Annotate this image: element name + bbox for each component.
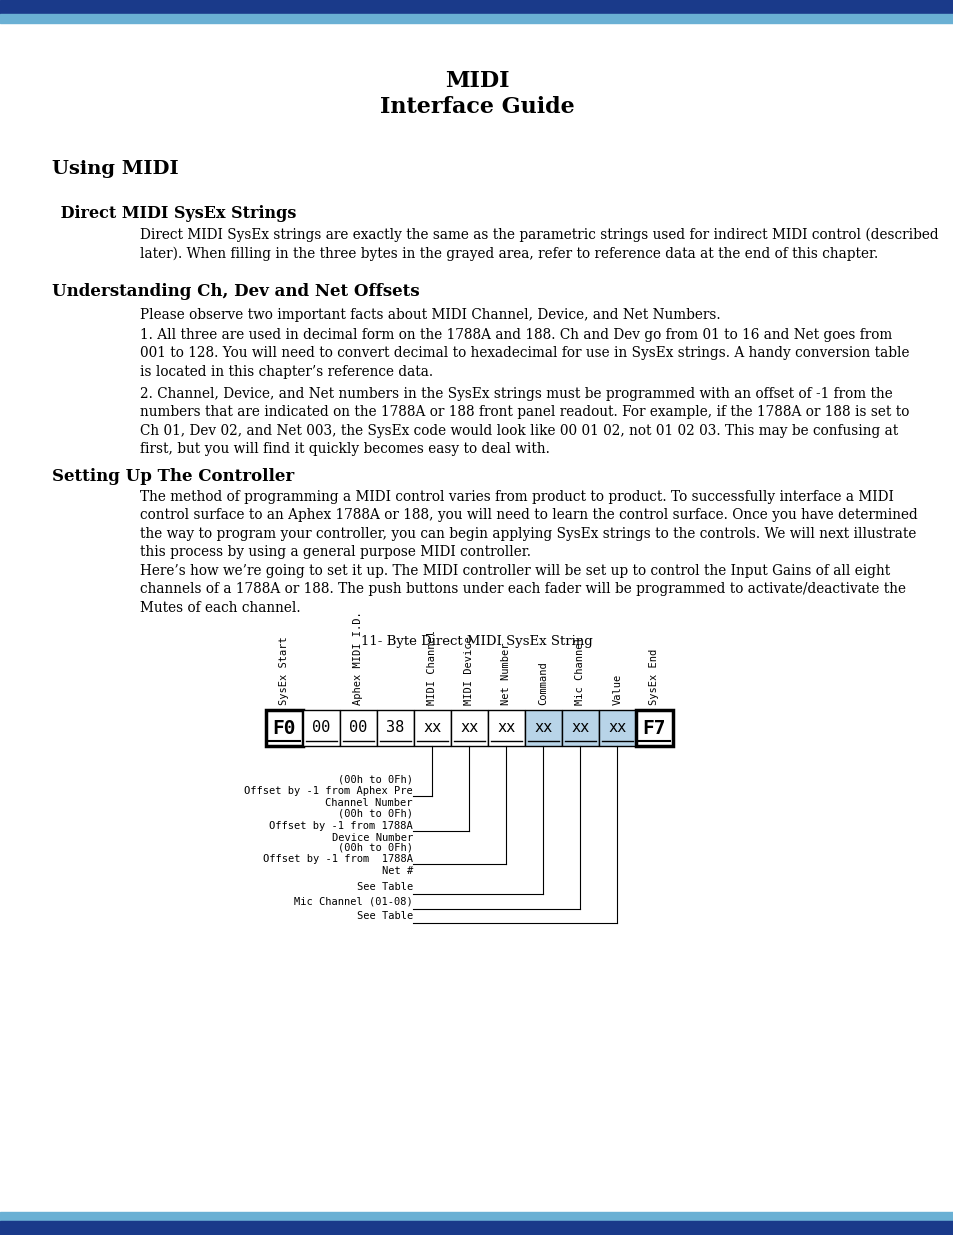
Text: Offset by -1 from  1788A: Offset by -1 from 1788A [263,853,413,864]
Text: Setting Up The Controller: Setting Up The Controller [52,468,294,485]
Bar [561,710,598,746]
Text: Here’s how we’re going to set it up. The MIDI controller will be set up to contr: Here’s how we’re going to set it up. The… [140,564,905,615]
Text: MIDI: MIDI [444,70,509,91]
Bar [0,14,953,23]
Text: xx: xx [608,720,626,736]
Text: MIDI Channel: MIDI Channel [427,630,437,705]
Text: 38: 38 [386,720,404,736]
Text: Please observe two important facts about MIDI Channel, Device, and Net Numbers.: Please observe two important facts about… [140,308,720,322]
Text: 00: 00 [349,720,367,736]
Bar [339,710,376,746]
Bar [266,710,303,746]
Text: Aphex MIDI I.D.: Aphex MIDI I.D. [354,611,363,705]
Bar [303,710,339,746]
Text: Direct MIDI SysEx Strings: Direct MIDI SysEx Strings [55,205,296,222]
Bar [0,1212,953,1221]
Text: Channel Number: Channel Number [325,798,413,808]
Text: SysEx End: SysEx End [649,648,659,705]
Text: Offset by -1 from 1788A: Offset by -1 from 1788A [269,821,413,831]
Bar [488,710,524,746]
Text: Interface Guide: Interface Guide [379,96,574,119]
Bar [636,710,672,746]
Bar [376,710,414,746]
Text: Mic Channel (01-08): Mic Channel (01-08) [294,897,413,906]
Text: (00h to 0Fh): (00h to 0Fh) [337,809,413,819]
Text: Device Number: Device Number [332,832,413,844]
Text: See Table: See Table [356,911,413,921]
Text: Command: Command [537,661,548,705]
Text: Mic Channel: Mic Channel [575,636,585,705]
Text: xx: xx [460,720,478,736]
Text: Net Number: Net Number [501,642,511,705]
Text: Net #: Net # [381,866,413,876]
Bar [524,710,561,746]
Text: Direct MIDI SysEx strings are exactly the same as the parametric strings used fo: Direct MIDI SysEx strings are exactly th… [140,228,938,262]
Text: The method of programming a MIDI control varies from product to product. To succ: The method of programming a MIDI control… [140,490,917,559]
Text: 2. Channel, Device, and Net numbers in the SysEx strings must be programmed with: 2. Channel, Device, and Net numbers in t… [140,387,908,456]
Text: xx: xx [571,720,589,736]
Text: Understanding Ch, Dev and Net Offsets: Understanding Ch, Dev and Net Offsets [52,283,419,300]
Text: F0: F0 [273,719,296,737]
Bar [0,1221,953,1235]
Text: Using MIDI: Using MIDI [52,161,178,178]
Text: Offset by -1 from Aphex Pre: Offset by -1 from Aphex Pre [244,785,413,797]
Text: MIDI Device: MIDI Device [464,636,474,705]
Text: (00h to 0Fh): (00h to 0Fh) [337,774,413,784]
Text: F7: F7 [642,719,665,737]
Text: 00: 00 [312,720,331,736]
Text: Value: Value [612,674,622,705]
Text: xx: xx [423,720,441,736]
Text: (00h to 0Fh): (00h to 0Fh) [337,842,413,852]
Bar [414,710,451,746]
Text: xx: xx [534,720,552,736]
Bar [0,0,953,14]
Text: xx: xx [497,720,515,736]
Text: 11- Byte Direct MIDI SysEx String: 11- Byte Direct MIDI SysEx String [361,635,592,648]
Text: See Table: See Table [356,882,413,892]
Bar [451,710,488,746]
Text: SysEx Start: SysEx Start [279,636,289,705]
Bar [598,710,636,746]
Text: 1. All three are used in decimal form on the 1788A and 188. Ch and Dev go from 0: 1. All three are used in decimal form on… [140,329,908,379]
